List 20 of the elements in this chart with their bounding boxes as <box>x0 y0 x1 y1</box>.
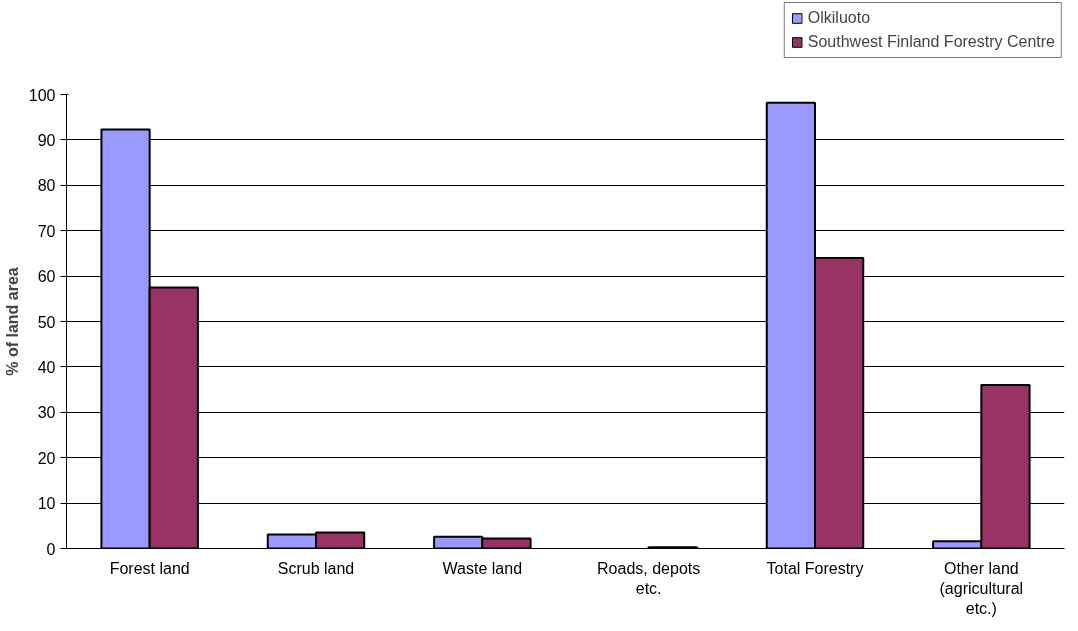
x-tick-label: Roads, depots etc. <box>597 559 701 597</box>
legend-label: Olkiluoto <box>807 9 871 27</box>
y-tick-label: 60 <box>37 268 56 286</box>
y-tick-label: 20 <box>37 449 56 467</box>
x-tick-label: Waste land <box>442 559 523 577</box>
y-tick-label: 40 <box>37 358 56 376</box>
y-tick-label: 80 <box>37 177 56 195</box>
y-tick-label: 100 <box>28 86 56 104</box>
x-tick-label: Total Forestry <box>766 559 864 577</box>
y-tick-label: 30 <box>37 404 56 422</box>
y-tick-label: 0 <box>46 540 56 558</box>
x-tick-label: Other land (agricultural etc.) <box>939 559 1024 618</box>
y-tick-label: 70 <box>37 222 56 240</box>
x-tick-label: Forest land <box>109 559 190 577</box>
x-tick-label: Scrub land <box>277 559 355 577</box>
legend-label: Southwest Finland Forestry Centre <box>807 33 1055 51</box>
y-tick-label: 50 <box>37 313 56 331</box>
y-tick-label: 90 <box>37 131 56 149</box>
y-axis-title: % of land area <box>3 267 21 376</box>
y-tick-label: 10 <box>37 495 56 513</box>
